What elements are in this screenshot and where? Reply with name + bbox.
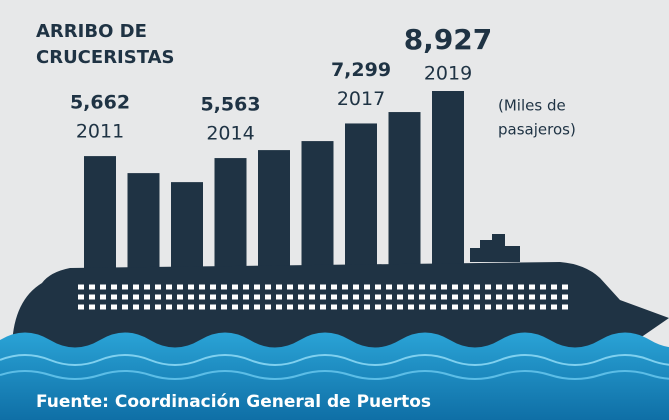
chart-title: CRUCERISTAS — [36, 47, 175, 68]
x-tick-label: 2014 — [206, 123, 254, 145]
funnel-bar — [258, 150, 290, 279]
value-label: 5,662 — [70, 92, 130, 114]
funnel-bar — [128, 173, 160, 279]
x-tick-label: 2019 — [424, 63, 472, 85]
unit-note: pasajeros) — [498, 121, 576, 139]
funnel-bar — [215, 158, 247, 279]
chart: ARRIBO DE CRUCERISTAS (Miles de pasajero… — [0, 0, 669, 420]
unit-note: (Miles de — [498, 97, 566, 115]
source: Fuente: Coordinación General de Puertos — [36, 392, 431, 412]
x-tick-label: 2017 — [337, 88, 385, 110]
funnel-bar — [389, 112, 421, 279]
value-label: 8,927 — [404, 23, 493, 56]
funnel-bar — [432, 91, 464, 279]
funnel-bar — [171, 182, 203, 279]
funnel-bar — [345, 123, 377, 279]
chart-title: ARRIBO DE — [36, 21, 147, 42]
funnel-bar — [302, 141, 334, 279]
funnel-bar — [84, 156, 116, 279]
value-label: 7,299 — [331, 59, 391, 81]
value-label: 5,563 — [200, 94, 260, 116]
x-tick-label: 2011 — [76, 121, 124, 143]
